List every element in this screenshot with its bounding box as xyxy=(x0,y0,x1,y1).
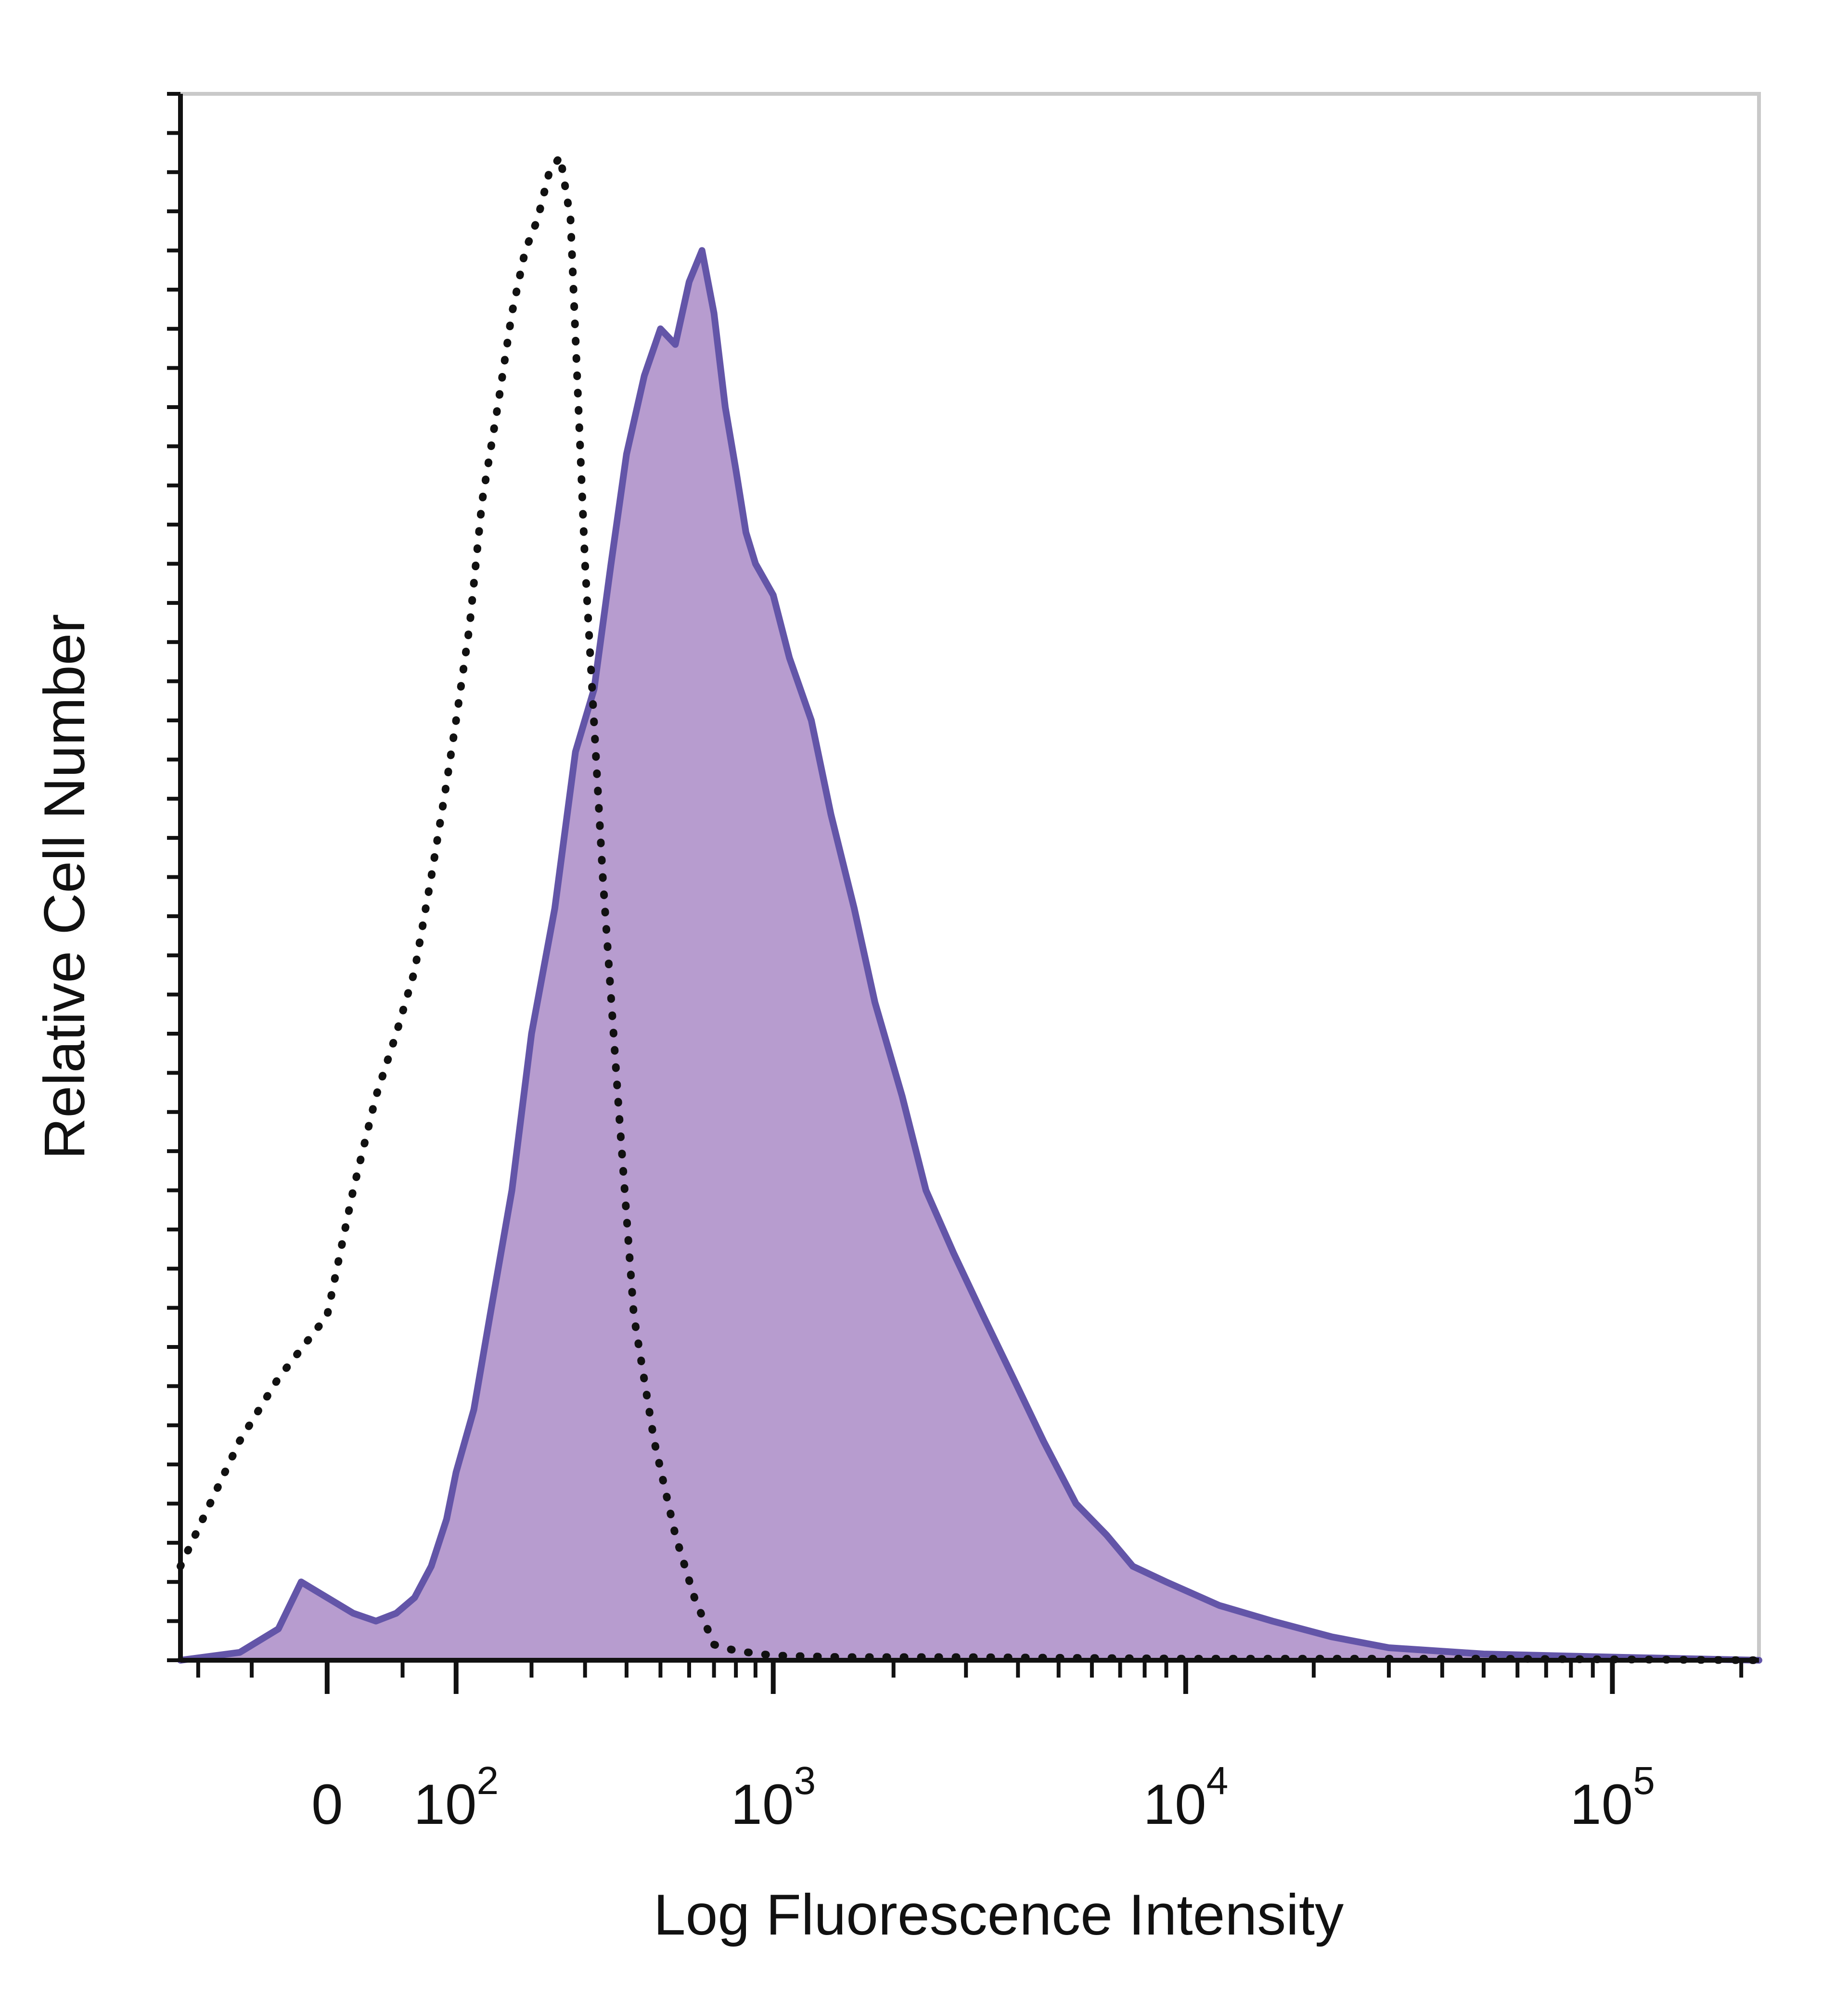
x-tick-label: 102 xyxy=(413,1759,499,1836)
x-tick-label: 104 xyxy=(1143,1759,1228,1836)
axes: 0 102 103 104 105 xyxy=(167,92,1759,1836)
x-tick-label: 0 xyxy=(311,1773,343,1836)
x-tick-label: 105 xyxy=(1570,1759,1655,1836)
series-1-area xyxy=(180,250,1759,1660)
x-tick-label: 103 xyxy=(731,1759,816,1836)
x-axis-title: Log Fluorescence Intensity xyxy=(654,1883,1344,1947)
series-1-line xyxy=(177,247,1762,1664)
series-layer xyxy=(177,153,1763,1664)
y-axis-title: Relative Cell Number xyxy=(32,614,97,1160)
series-0-line xyxy=(177,153,1763,1664)
